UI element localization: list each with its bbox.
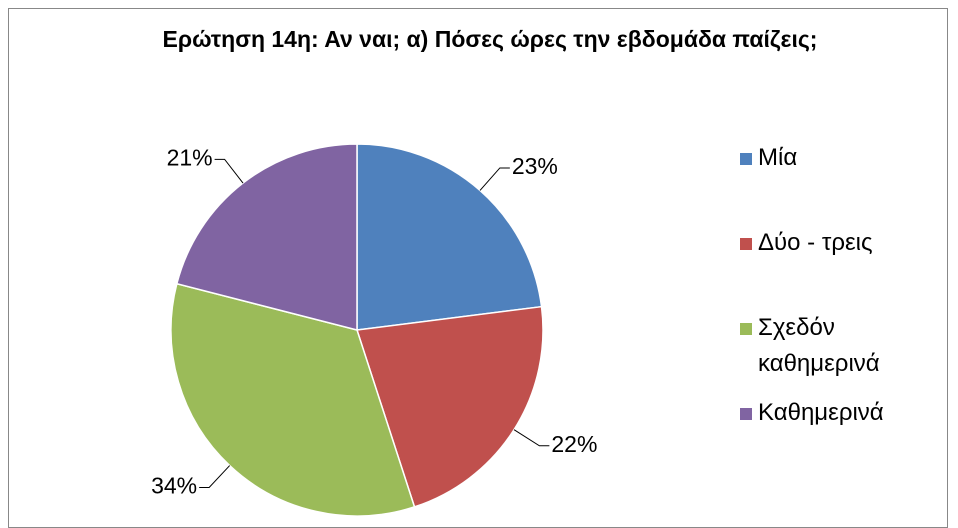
leader-line (479, 167, 510, 191)
legend-item: Σχεδόν καθημερινά (740, 310, 940, 382)
leader-line (214, 158, 244, 184)
legend-item: Δύο - τρεις (740, 225, 873, 261)
legend-swatch (740, 238, 752, 250)
page: Ερώτηση 14η: Αν ναι; α) Πόσες ώρες την ε… (8, 8, 948, 528)
legend-item: Καθημερινά (740, 395, 884, 431)
data-label: 21% (167, 144, 213, 170)
data-label: 34% (151, 473, 197, 499)
data-label: 23% (512, 153, 558, 179)
legend-swatch (740, 153, 752, 165)
data-label: 22% (551, 431, 597, 457)
pie-slice (170, 282, 416, 517)
pie-slice (175, 143, 358, 331)
leader-line (199, 465, 231, 488)
legend-label: Σχεδόν καθημερινά (758, 314, 880, 377)
pie-slice (356, 143, 543, 331)
legend-swatch (740, 323, 752, 335)
chart: 23% 22% 34% 21% (151, 143, 597, 517)
legend-swatch (740, 408, 752, 420)
leader-line (513, 429, 550, 447)
pie-slice (356, 305, 544, 508)
chart-title: Ερώτηση 14η: Αν ναι; α) Πόσες ώρες την ε… (162, 26, 818, 52)
legend-label: Μία (758, 144, 798, 171)
legend-label: Δύο - τρεις (758, 229, 873, 256)
legend-label: Καθημερινά (758, 399, 884, 426)
legend-item: Μία (740, 140, 797, 176)
